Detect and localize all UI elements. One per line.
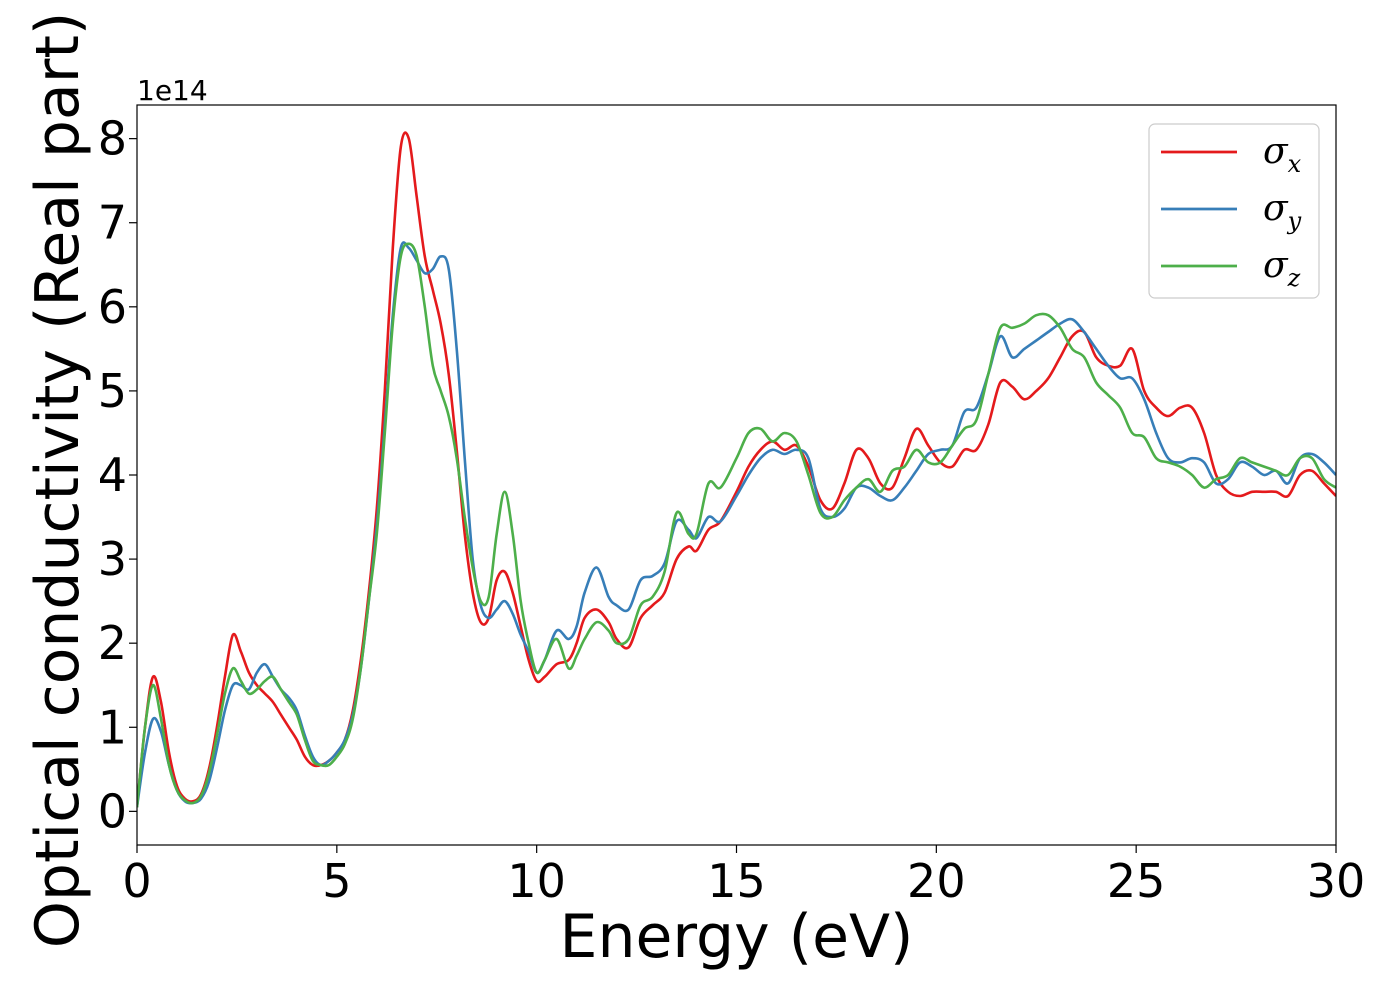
x-tick-label: 15 bbox=[707, 854, 766, 908]
y-offset-label: 1e14 bbox=[137, 74, 208, 107]
series-layer bbox=[137, 131, 1336, 808]
series-line-sigma-z bbox=[137, 242, 1336, 808]
series-line-sigma-y bbox=[137, 241, 1336, 808]
y-tick-label: 3 bbox=[98, 532, 127, 586]
y-axis-title: Optical conductivity (Real part) bbox=[23, 12, 93, 949]
x-tick-label: 30 bbox=[1307, 854, 1366, 908]
y-axis: 0 1 2 3 4 5 6 7 8 bbox=[98, 112, 137, 838]
legend-box bbox=[1148, 123, 1320, 299]
y-tick-label: 4 bbox=[98, 448, 127, 502]
x-axis-title: Energy (eV) bbox=[560, 902, 914, 972]
x-tick-label: 10 bbox=[507, 854, 566, 908]
y-tick-label: 8 bbox=[98, 112, 127, 166]
x-axis: 0 5 10 15 20 25 30 bbox=[122, 845, 1365, 908]
x-tick-label: 0 bbox=[122, 854, 151, 908]
x-tick-label: 5 bbox=[322, 854, 351, 908]
y-tick-label: 2 bbox=[98, 616, 127, 670]
y-tick-label: 1 bbox=[98, 700, 127, 754]
y-tick-label: 0 bbox=[98, 784, 127, 838]
x-tick-label: 25 bbox=[1107, 854, 1166, 908]
x-tick-label: 20 bbox=[907, 854, 966, 908]
y-tick-label: 6 bbox=[98, 280, 127, 334]
y-tick-label: 7 bbox=[98, 196, 127, 250]
series-line-sigma-x bbox=[137, 131, 1336, 808]
y-tick-label: 5 bbox=[98, 364, 127, 418]
